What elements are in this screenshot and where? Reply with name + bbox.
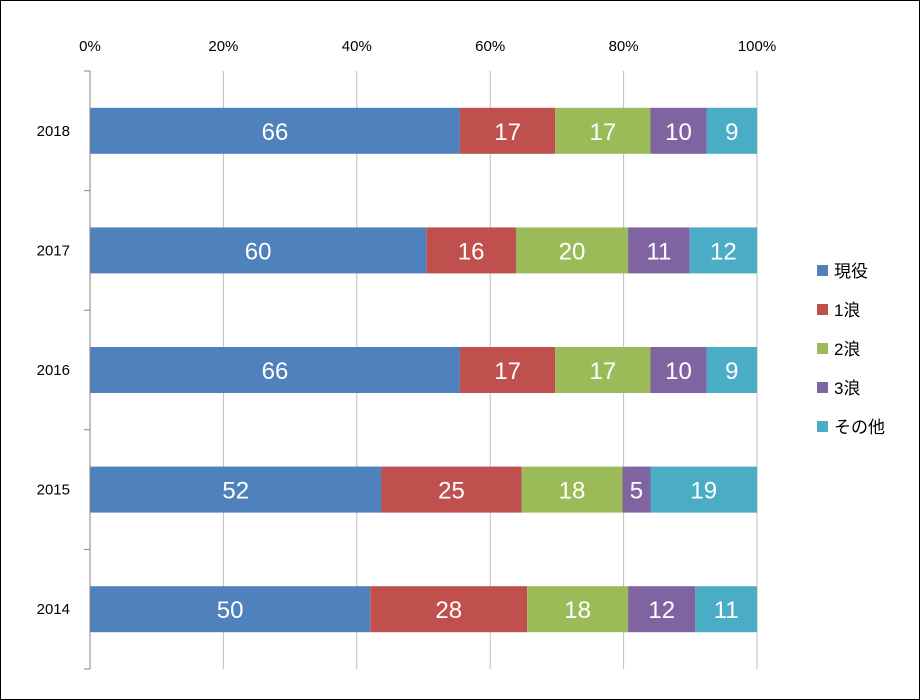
data-label: 9 [725, 119, 738, 146]
x-tick-label: 80% [609, 38, 639, 55]
bar-segment [555, 347, 651, 393]
legend-swatch [817, 382, 828, 393]
x-tick-label: 40% [342, 38, 372, 55]
x-tick-label: 60% [475, 38, 505, 55]
legend-label: 1浪 [834, 301, 860, 320]
data-label: 9 [725, 358, 738, 385]
data-label: 10 [665, 119, 692, 146]
bar-segment [622, 466, 651, 513]
data-label: 66 [262, 119, 289, 146]
legend-label: 2浪 [834, 340, 860, 359]
data-label: 17 [494, 358, 521, 385]
legend-label: 3浪 [834, 379, 860, 398]
bar-segment [459, 107, 556, 154]
data-label: 17 [590, 358, 617, 385]
bar-segment [689, 227, 757, 274]
bar-segment [628, 227, 690, 274]
data-label: 12 [648, 597, 675, 624]
data-label: 12 [710, 238, 737, 265]
bar-segment [695, 586, 757, 633]
bar-segment [515, 227, 629, 274]
x-tick-label: 20% [208, 38, 238, 55]
bar-segment [527, 586, 629, 633]
bar-segment [706, 107, 757, 154]
data-label: 5 [630, 478, 643, 505]
legend-label: 現役 [834, 262, 868, 281]
bar-segment [426, 227, 516, 274]
data-label: 16 [458, 238, 485, 265]
category-label: 2015 [37, 482, 70, 499]
bar-segment [370, 586, 528, 633]
bar-segment [650, 107, 707, 154]
data-label: 19 [690, 478, 717, 505]
legend-swatch [817, 343, 828, 354]
legend-swatch [817, 304, 828, 315]
category-label: 2018 [37, 123, 70, 140]
bar-segment [459, 347, 556, 393]
data-label: 66 [262, 358, 289, 385]
bar-segment [90, 347, 460, 393]
data-label: 11 [646, 238, 671, 265]
bar-segment [90, 107, 460, 154]
data-label: 60 [245, 238, 272, 265]
data-label: 18 [559, 478, 586, 505]
legend-swatch [817, 265, 828, 276]
bar-segment [650, 466, 757, 513]
data-label: 11 [714, 597, 739, 624]
category-label: 2017 [37, 242, 70, 259]
bar-segment [521, 466, 623, 513]
category-label: 2014 [37, 601, 70, 618]
data-label: 25 [438, 478, 465, 505]
legend-swatch [817, 421, 828, 432]
data-label: 20 [559, 238, 586, 265]
data-label: 17 [494, 119, 521, 146]
data-label: 17 [590, 119, 617, 146]
bar-segment [706, 347, 757, 393]
bar-segment [90, 227, 427, 274]
x-tick-label: 100% [738, 38, 776, 55]
data-label: 10 [665, 358, 692, 385]
bar-segment [90, 586, 371, 633]
bar-segment [555, 107, 651, 154]
data-label: 50 [217, 597, 244, 624]
bar-segment [381, 466, 522, 513]
data-label: 18 [564, 597, 591, 624]
data-label: 52 [222, 478, 249, 505]
bar-segment [650, 347, 707, 393]
x-tick-label: 0% [79, 38, 101, 55]
data-label: 28 [435, 597, 462, 624]
bar-segment [628, 586, 696, 633]
category-label: 2016 [37, 362, 70, 379]
legend-label: その他 [834, 418, 885, 437]
bar-segment [90, 466, 382, 513]
bars: 66 17 17 10 9 60 16 20 11 12 66 17 17 10 9 52 25 18 5 19 50 2… [90, 107, 757, 633]
